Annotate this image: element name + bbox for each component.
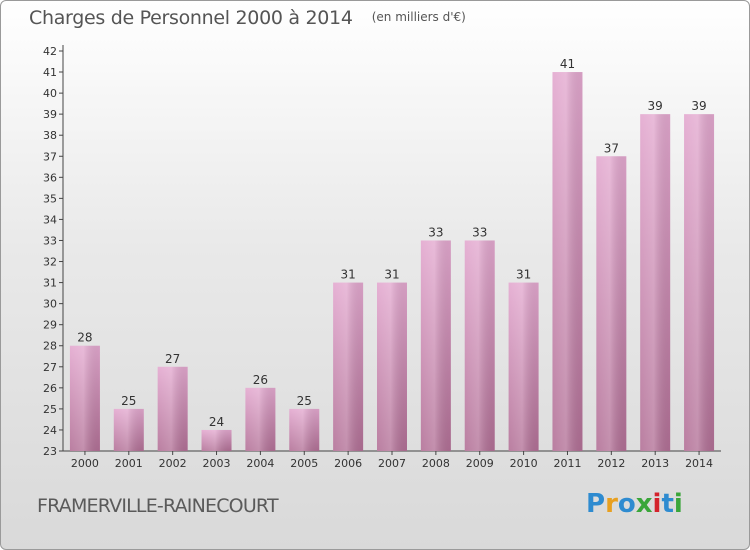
x-tick-label: 2004 [246,457,274,470]
data-label: 27 [165,352,180,366]
x-tick-label: 2005 [290,457,318,470]
x-tick-label: 2014 [685,457,713,470]
y-tick-label: 23 [43,445,57,458]
y-tick-label: 26 [43,382,57,395]
data-label: 41 [560,57,575,71]
y-tick-label: 36 [43,171,57,184]
commune-name: FRAMERVILLE-RAINECOURT [37,495,279,517]
y-tick-label: 33 [43,234,57,247]
data-label: 31 [340,268,355,282]
data-label: 37 [604,141,619,155]
y-tick-label: 40 [43,87,57,100]
data-labels: 28 25 27 24 26 25 31 31 33 33 31 41 37 39 39 [77,57,706,429]
bar-highlight [113,408,144,451]
y-tick-label: 31 [43,277,57,290]
y-tick-label: 38 [43,129,57,142]
bar-highlight [245,387,276,451]
y-tick-label: 27 [43,361,57,374]
x-tick-label: 2003 [203,457,231,470]
y-tick-label: 42 [43,45,57,58]
y-tick-label: 25 [43,403,57,416]
x-axis: 2000 2001 2002 2003 2004 2005 2006 2007 2008 2009… [63,450,721,470]
bar-highlight [377,282,407,451]
y-tick-label: 29 [43,319,57,332]
bar-highlight [333,282,364,451]
data-label: 31 [384,268,399,282]
x-tick-label: 2007 [378,457,406,470]
x-tick-label: 2010 [510,457,538,470]
logo-letter: o [617,489,636,519]
logo-letter: r [605,489,618,519]
y-tick-label: 28 [43,340,57,353]
data-label: 33 [472,225,487,239]
y-tick-label: 41 [43,66,57,79]
data-label: 25 [297,394,312,408]
bar-highlight [508,282,539,451]
y-tick-label: 39 [43,108,57,121]
bar-highlight [596,156,627,451]
bar-highlight [684,114,715,451]
bars [69,72,715,451]
logo-letter: i [652,489,662,519]
x-tick-label: 2000 [71,457,99,470]
data-label: 24 [209,415,224,429]
logo-letter: i [673,489,683,519]
bar-highlight [289,408,320,451]
y-tick-label: 30 [43,298,57,311]
chart-unit: (en milliers d'€) [371,10,466,24]
bar-highlight [552,72,583,451]
bar-highlight [69,345,100,451]
data-label: 33 [428,225,443,239]
bar-highlight [420,240,451,451]
title-row: Charges de Personnel 2000 à 2014 (en mil… [29,7,466,29]
logo-letter: x [635,489,653,519]
logo-letter: P [586,489,606,519]
y-axis: 23 24 25 26 27 28 29 30 31 32 33 34 35 36 37 38 39 40 41 42 [43,45,64,458]
x-tick-label: 2013 [641,457,669,470]
chart-title: Charges de Personnel 2000 à 2014 [29,7,353,29]
x-tick-label: 2012 [597,457,625,470]
y-tick-label: 32 [43,256,57,269]
proxiti-logo[interactable]: Proxiti [586,489,683,519]
data-label: 39 [648,99,663,113]
y-tick-label: 34 [43,213,57,226]
x-tick-label: 2001 [115,457,143,470]
bar-highlight [157,366,188,451]
logo-letter: t [661,489,674,519]
bar-highlight [201,429,232,451]
x-tick-label: 2008 [422,457,450,470]
bar-highlight [640,114,671,451]
data-label: 26 [253,373,268,387]
bar-highlight [464,240,495,451]
y-tick-label: 24 [43,424,57,437]
data-label: 25 [121,394,136,408]
data-label: 28 [77,331,92,345]
x-tick-label: 2006 [334,457,362,470]
data-label: 39 [691,99,706,113]
x-tick-label: 2009 [466,457,494,470]
x-tick-label: 2011 [553,457,581,470]
y-tick-label: 37 [43,150,57,163]
data-label: 31 [516,268,531,282]
x-tick-label: 2002 [159,457,187,470]
y-tick-label: 35 [43,192,57,205]
